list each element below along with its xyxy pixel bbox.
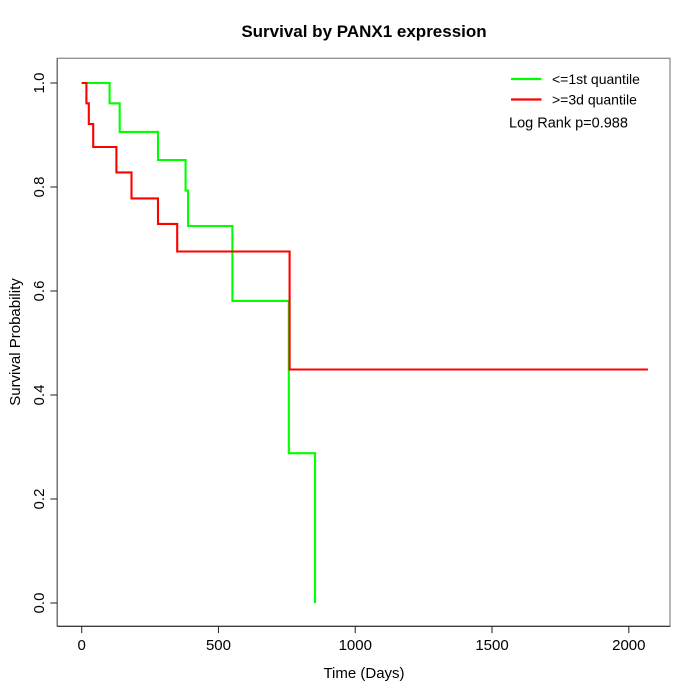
- y-tick-label: 0.0: [31, 593, 48, 614]
- logrank-annotation: Log Rank p=0.988: [509, 116, 628, 132]
- x-tick-label: 1500: [475, 637, 508, 654]
- survival-curve-1: [81, 81, 648, 371]
- x-tick-label: 2000: [612, 637, 645, 654]
- y-tick-label: 0.8: [31, 177, 48, 198]
- x-axis-label: Time (Days): [323, 665, 404, 682]
- y-tick-label: 1.0: [31, 73, 48, 94]
- y-tick-label: 0.6: [31, 281, 48, 302]
- x-tick-label: 0: [78, 637, 86, 654]
- survival-curves: [81, 81, 648, 603]
- x-tick-label: 1000: [339, 637, 372, 654]
- y-axis-ticks: 0.0 0.2 0.4 0.6 0.8 1.0: [31, 73, 58, 614]
- y-tick-label: 0.4: [31, 385, 48, 406]
- legend: <=1st quantile >=3d quantile Log Rank p=…: [509, 71, 640, 132]
- legend-label-red: >=3d quantile: [552, 92, 637, 108]
- x-tick-label: 500: [206, 637, 231, 654]
- plot-box: [56, 57, 671, 627]
- y-axis-label: Survival Probability: [7, 278, 24, 406]
- y-tick-label: 0.2: [31, 489, 48, 510]
- chart-title: Survival by PANX1 expression: [241, 22, 486, 41]
- x-axis-ticks: 0 500 1000 1500 2000: [78, 626, 645, 654]
- legend-label-green: <=1st quantile: [552, 71, 640, 87]
